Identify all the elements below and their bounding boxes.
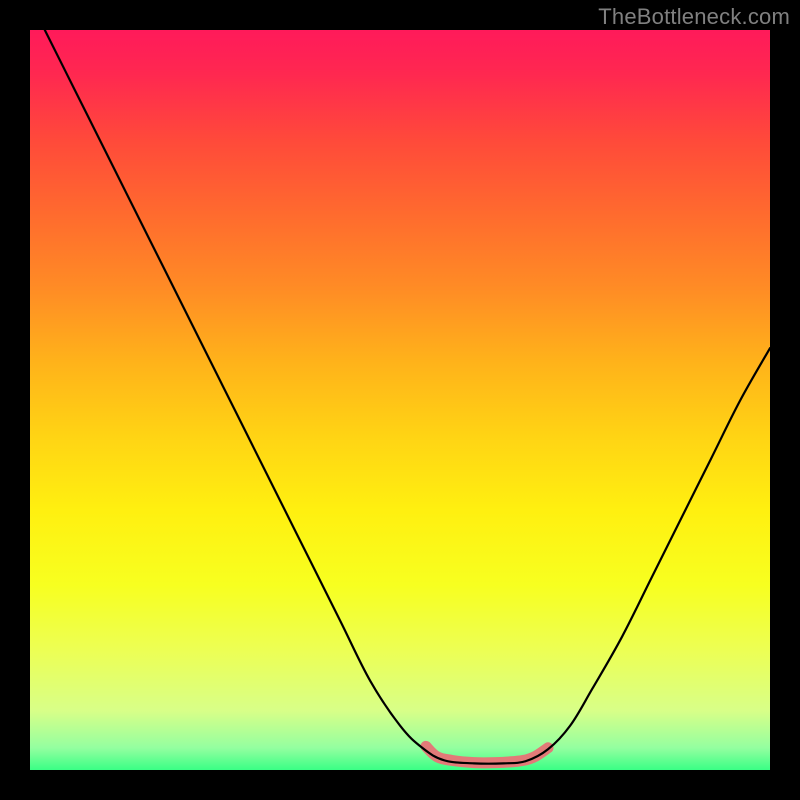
chart-background bbox=[30, 30, 770, 770]
chart-container bbox=[30, 30, 770, 770]
bottleneck-chart bbox=[30, 30, 770, 770]
outer-frame: TheBottleneck.com bbox=[0, 0, 800, 800]
watermark-text: TheBottleneck.com bbox=[598, 4, 790, 30]
